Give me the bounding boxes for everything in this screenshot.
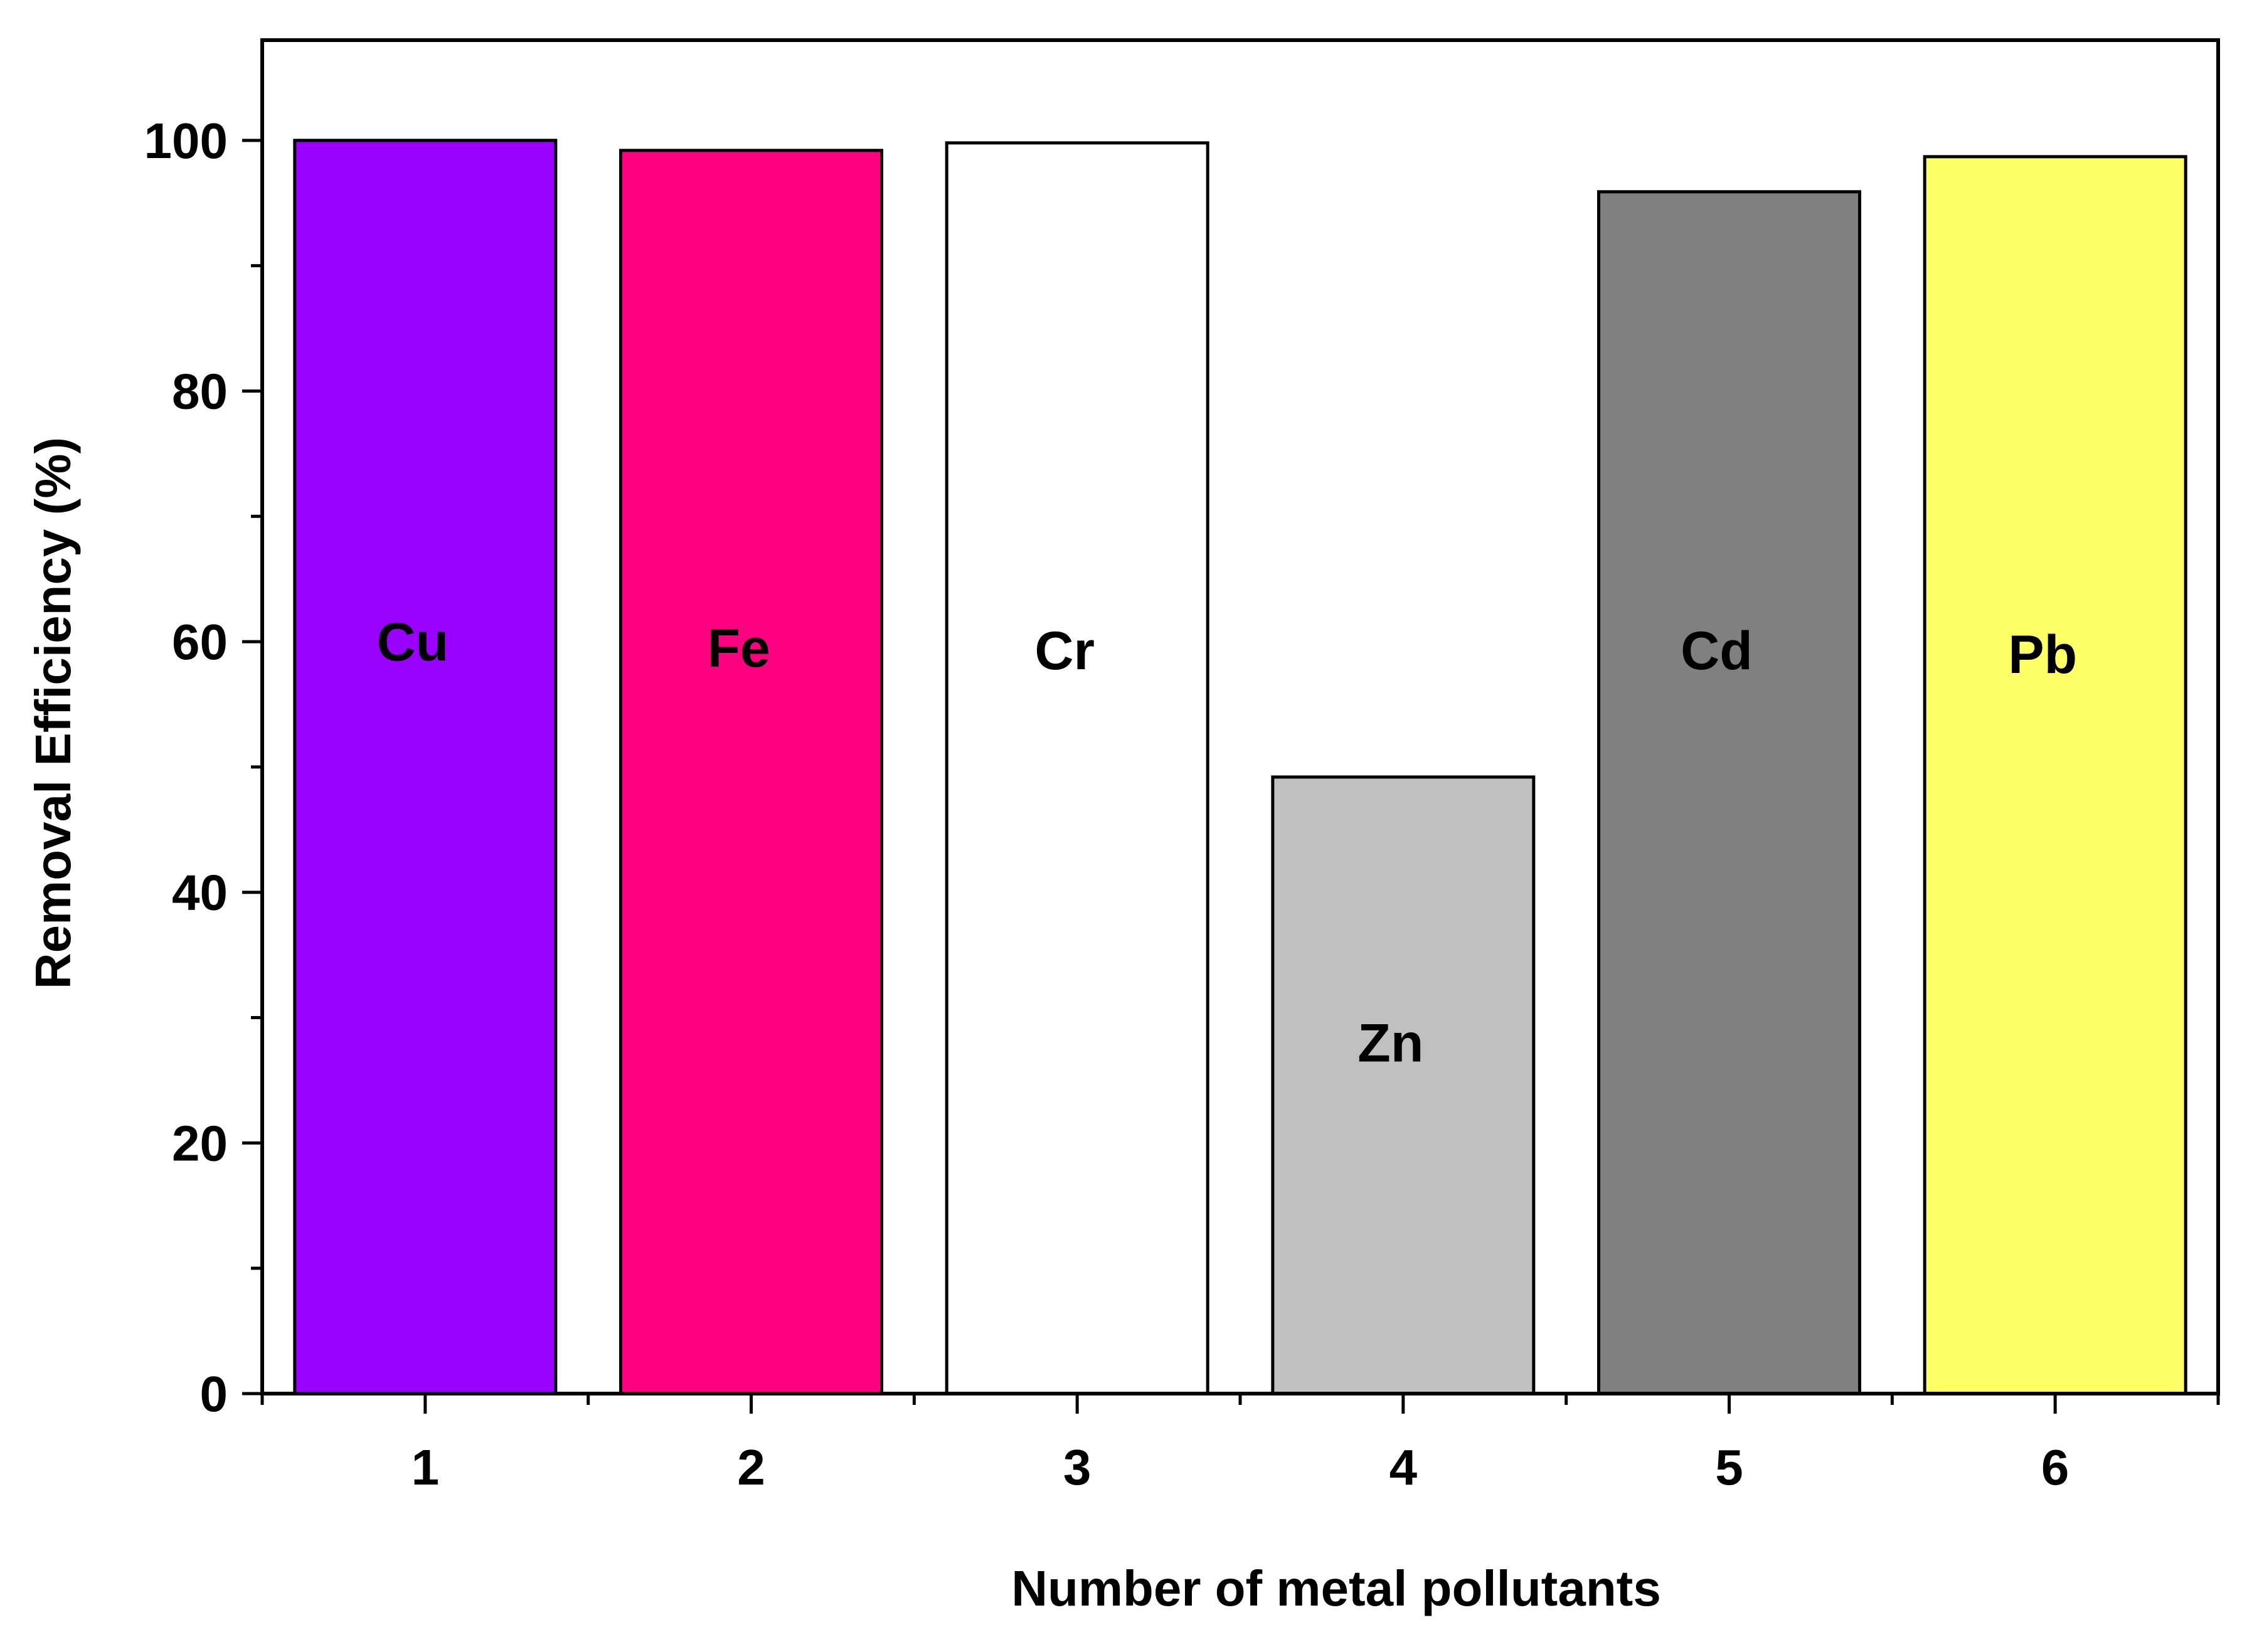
bar-cr [945, 141, 1209, 1395]
bar-label-cr: Cr [1034, 621, 1095, 681]
y-tick-label: 40 [172, 865, 228, 921]
y-tick-label: 60 [172, 614, 228, 670]
bar-label-zn: Zn [1357, 1014, 1423, 1074]
y-tick-label: 80 [172, 363, 228, 419]
bar-zn [1271, 775, 1536, 1395]
x-tick-label: 1 [412, 1439, 440, 1495]
bars-layer [293, 139, 2187, 1395]
x-tick-label: 5 [1715, 1439, 1743, 1495]
bar-cu [293, 139, 558, 1395]
x-axis-title: Number of metal pollutants [1011, 1560, 1661, 1616]
bar-cd [1597, 190, 1861, 1395]
x-axis-ticks: 1 2 3 4 5 6 [260, 1394, 2220, 1495]
bar-label-pb: Pb [2008, 625, 2077, 685]
y-tick-label: 0 [200, 1366, 228, 1422]
bar-label-cd: Cd [1681, 621, 1753, 681]
bar-label-cu: Cu [377, 612, 449, 672]
y-tick-label: 100 [144, 113, 228, 169]
bar-fe [619, 149, 883, 1395]
x-tick-label: 2 [737, 1439, 765, 1495]
bar-pb [1923, 155, 2187, 1395]
y-axis-title: Removal Efficiency (%) [25, 437, 81, 989]
y-tick-label: 20 [172, 1115, 228, 1171]
x-tick-label: 3 [1063, 1439, 1092, 1495]
x-tick-label: 6 [2041, 1439, 2069, 1495]
x-tick-label: 4 [1389, 1439, 1418, 1495]
bar-labels-layer: Cu Fe Cr Zn Cd Pb [377, 612, 2078, 1073]
y-axis-ticks: 0 20 40 60 80 100 [144, 113, 262, 1422]
bar-label-fe: Fe [707, 618, 770, 679]
